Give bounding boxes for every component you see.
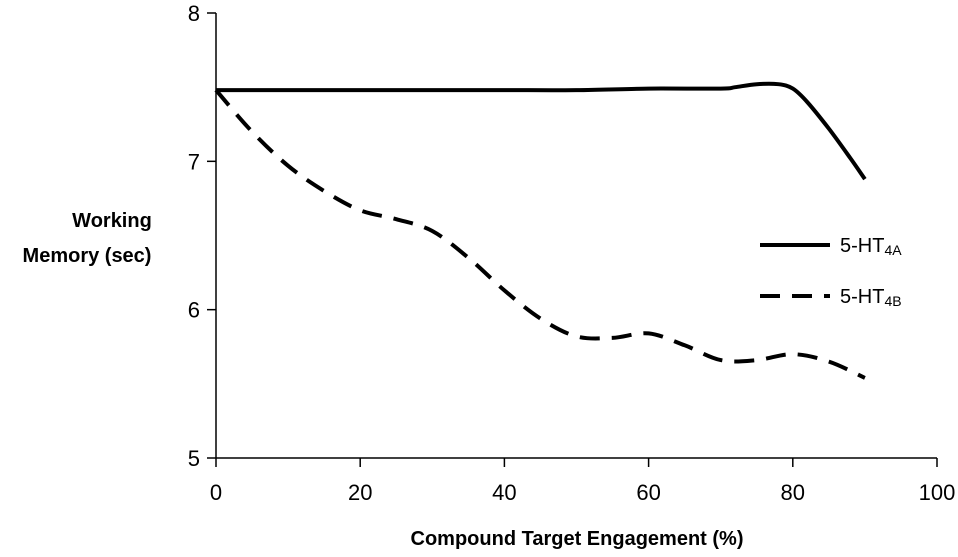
legend-label-5ht4b-main: 5-HT <box>840 286 884 308</box>
y-axis-title-line2: Memory (sec) <box>23 245 152 267</box>
series-line-5ht4b <box>214 88 866 380</box>
y-axis: 5 6 7 8 <box>188 1 217 471</box>
legend: 5-HT4A 5-HT4B <box>760 235 902 309</box>
x-tick-label: 40 <box>492 480 516 505</box>
legend-label-5ht4a: 5-HT4A <box>840 235 902 258</box>
x-tick-label: 100 <box>919 480 956 505</box>
legend-label-5ht4a-main: 5-HT <box>840 235 884 257</box>
x-tick-label: 20 <box>348 480 372 505</box>
y-axis-title-line1: Working <box>72 210 152 232</box>
x-tick-label: 0 <box>210 480 222 505</box>
x-axis-title: Compound Target Engagement (%) <box>411 528 744 550</box>
y-tick-label: 6 <box>188 298 200 323</box>
legend-label-5ht4b-sub: 4B <box>884 293 901 309</box>
x-tick-label: 60 <box>636 480 660 505</box>
legend-label-5ht4b: 5-HT4B <box>840 286 902 309</box>
series-lines <box>214 81 867 380</box>
y-tick-label: 5 <box>188 446 200 471</box>
series-line-5ht4a <box>215 81 867 181</box>
x-tick-label: 80 <box>781 480 805 505</box>
legend-label-5ht4a-sub: 4A <box>884 242 902 258</box>
x-axis: 0 20 40 60 80 100 <box>210 457 956 505</box>
y-tick-label: 7 <box>188 149 200 174</box>
y-tick-label: 8 <box>188 1 200 26</box>
